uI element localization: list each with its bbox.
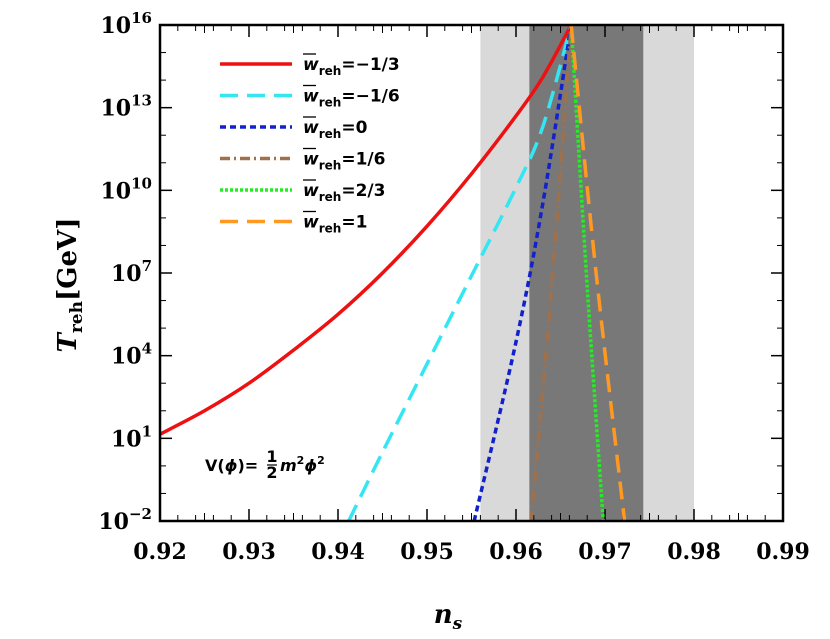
plot-frame (158, 23, 785, 523)
x-tick-label: 0.95 (400, 539, 454, 565)
x-tick-label: 0.96 (489, 539, 543, 565)
x-axis-subscript: s (452, 614, 463, 634)
y-axis-subscript: reh (67, 301, 87, 333)
series-curve-2 (472, 24, 573, 522)
y-tick-label: 10−2 (98, 505, 152, 535)
potential-annotation: V(ϕ)= 1 2 m2ϕ2 (205, 447, 325, 482)
legend-label-5: wreh=1 (303, 213, 367, 236)
annotation-frac-num: 1 (266, 447, 277, 466)
y-tick-label: 107 (111, 257, 152, 287)
series-curve-4 (569, 24, 605, 522)
legend-label-2: wreh=0 (303, 118, 368, 141)
y-axis-symbol: T (53, 332, 83, 353)
y-tick-label: 1010 (101, 174, 153, 204)
x-tick-labels: 0.92 0.93 0.94 0.95 0.96 0.97 0.98 0.99 (133, 539, 810, 565)
y-tick-label: 101 (111, 422, 152, 452)
x-tick-label: 0.99 (756, 539, 810, 565)
band-inner (529, 25, 644, 521)
series-curve-1 (347, 24, 573, 522)
y-axis-title: Treh[GeV] (53, 217, 87, 352)
annotation-phi-exp: 2 (317, 454, 325, 467)
svg-text:m2ϕ2: m2ϕ2 (280, 454, 325, 475)
svg-text:V(ϕ)=: V(ϕ)= (205, 456, 258, 475)
y-axis-unit: [GeV] (53, 217, 83, 301)
legend: wreh=−1/3 wreh=−1/6 wreh=0 wreh=1/6 wreh=2/3… (220, 53, 400, 236)
annotation-m: m (280, 456, 297, 475)
x-tick-label: 0.98 (667, 539, 721, 565)
series-curve-3 (529, 24, 573, 522)
y-tick-label: 1013 (101, 92, 153, 122)
annotation-m-exp: 2 (297, 454, 305, 467)
series-curve-0 (159, 24, 573, 436)
annotation-prefix: V( (205, 456, 225, 475)
svg-text:Treh[GeV]: Treh[GeV] (53, 217, 87, 352)
legend-label-3: wreh=1/6 (303, 150, 385, 173)
legend-label-4: wreh=2/3 (303, 181, 385, 204)
legend-label-0: wreh=−1/3 (303, 55, 400, 78)
x-axis-title: ns (434, 600, 463, 634)
x-tick-label: 0.94 (311, 539, 365, 565)
x-axis-symbol: n (434, 600, 453, 630)
annotation-frac-den: 2 (266, 463, 277, 482)
series-curve-5 (569, 24, 627, 522)
y-tick-label: 104 (111, 340, 152, 370)
y-tick-label: 1016 (101, 9, 153, 39)
confidence-bands (480, 25, 694, 521)
x-tick-label: 0.97 (578, 539, 632, 565)
annotation-mid: )= (237, 456, 258, 475)
x-tick-label: 0.93 (222, 539, 276, 565)
y-tick-labels: 1016 1013 1010 107 104 101 10−2 (98, 9, 152, 535)
data-curves (159, 24, 627, 522)
annotation-phi-2: ϕ (304, 456, 317, 475)
x-tick-label: 0.92 (133, 539, 187, 565)
legend-label-1: wreh=−1/6 (303, 87, 400, 110)
annotation-phi: ϕ (225, 456, 238, 475)
